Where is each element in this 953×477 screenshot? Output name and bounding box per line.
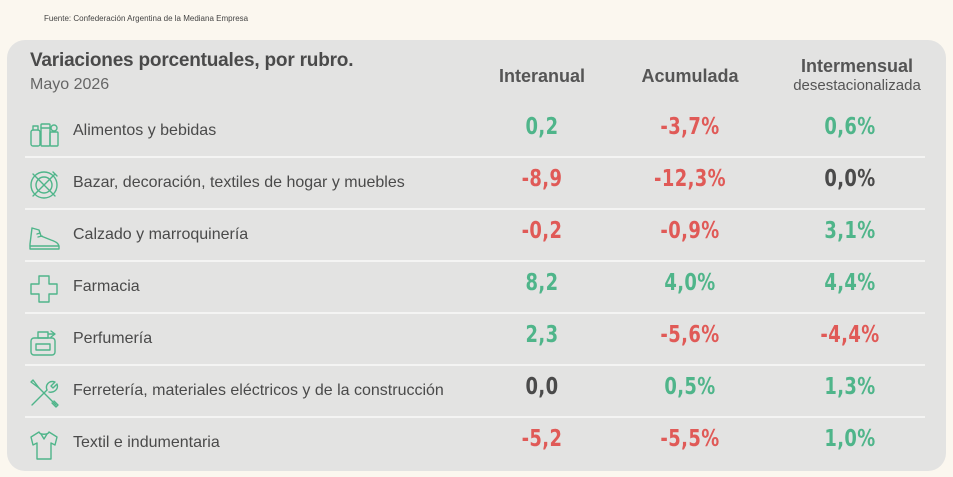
perfume-bottle-icon <box>27 324 61 358</box>
value-acumulada: -3,7% <box>660 114 720 140</box>
value-interanual: 2,3 <box>525 322 559 348</box>
value-acumulada: -0,9% <box>660 218 720 244</box>
value-intermensual: -4,4% <box>820 322 880 348</box>
row-label: Textil e indumentaria <box>73 434 220 451</box>
table-row: Farmacia 8,2 4,0% 4,4% <box>25 262 925 314</box>
table-row: Perfumería 2,3 -5,6% -4,4% <box>25 314 925 366</box>
value-intermensual: 3,1% <box>824 218 876 244</box>
groceries-icon <box>27 116 61 150</box>
column-header-interanual: Interanual <box>498 66 586 86</box>
value-interanual: -8,9 <box>521 166 563 192</box>
table-row: Alimentos y bebidas 0,2 -3,7% 0,6% <box>25 106 925 158</box>
table-row: Bazar, decoración, textiles de hogar y m… <box>25 158 925 210</box>
value-intermensual: 4,4% <box>824 270 876 296</box>
row-label: Calzado y marroquinería <box>73 226 249 243</box>
table-row: Calzado y marroquinería -0,2 -0,9% 3,1% <box>25 210 925 262</box>
source-note: Fuente: Confederación Argentina de la Me… <box>44 14 249 23</box>
row-label: Perfumería <box>73 330 153 347</box>
value-interanual: -5,2 <box>521 426 563 452</box>
value-acumulada: 4,0% <box>664 270 716 296</box>
column-header-acumulada: Acumulada <box>641 66 739 86</box>
card-subtitle: Mayo 2026 <box>30 76 110 93</box>
value-acumulada: -5,6% <box>660 322 720 348</box>
value-intermensual: 0,6% <box>824 114 876 140</box>
value-interanual: 8,2 <box>525 270 559 296</box>
value-intermensual: 1,0% <box>824 426 876 452</box>
column-subheader-desestacionalizada: desestacionalizada <box>793 77 921 94</box>
plate-fork-knife-icon <box>27 168 61 202</box>
column-header-intermensual: Intermensual <box>800 56 914 76</box>
value-intermensual: 1,3% <box>824 374 876 400</box>
row-label: Alimentos y bebidas <box>73 122 217 139</box>
medical-cross-icon <box>27 272 61 306</box>
value-acumulada: 0,5% <box>664 374 716 400</box>
row-label: Ferretería, materiales eléctricos y de l… <box>73 382 444 399</box>
value-intermensual: 0,0% <box>824 166 876 192</box>
shirt-icon <box>27 428 61 462</box>
value-interanual: -0,2 <box>521 218 563 244</box>
value-interanual: 0,0 <box>525 374 559 400</box>
value-acumulada: -5,5% <box>660 426 720 452</box>
row-label: Bazar, decoración, textiles de hogar y m… <box>73 174 405 191</box>
table-row: Textil e indumentaria -5,2 -5,5% 1,0% <box>25 418 925 470</box>
value-acumulada: -12,3% <box>653 166 727 192</box>
value-interanual: 0,2 <box>525 114 559 140</box>
shoe-icon <box>27 220 61 254</box>
card-title: Variaciones porcentuales, por rubro. <box>30 50 354 71</box>
table-row: Ferretería, materiales eléctricos y de l… <box>25 366 925 418</box>
wrench-screwdriver-icon <box>27 376 61 410</box>
variations-card: Variaciones porcentuales, por rubro. May… <box>7 40 946 471</box>
row-label: Farmacia <box>73 278 140 295</box>
